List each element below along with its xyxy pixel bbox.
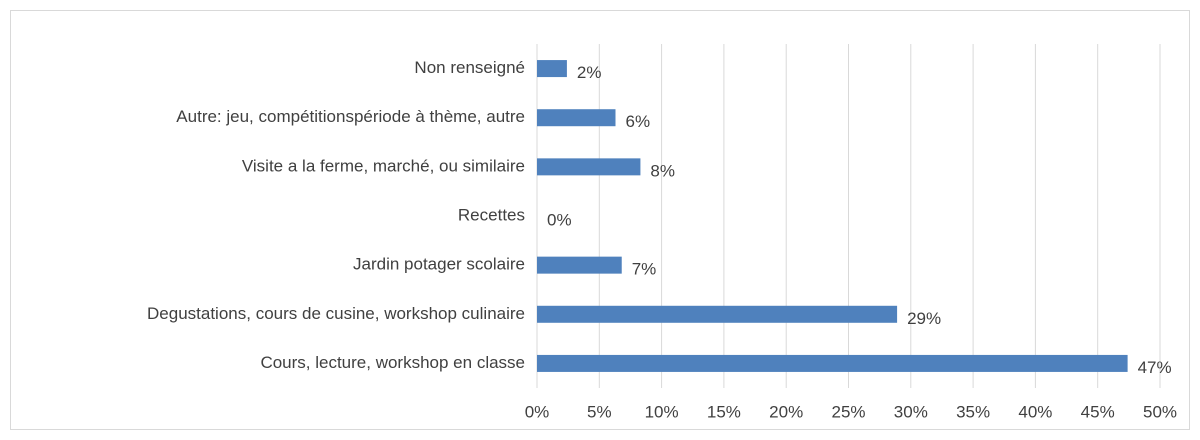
x-tick-label: 20%: [769, 402, 803, 421]
data-label: 8%: [650, 161, 675, 180]
x-tick-label: 5%: [587, 402, 612, 421]
x-tick-label: 50%: [1143, 402, 1177, 421]
y-tick-label: Autre: jeu, compétitionspériode à thème,…: [176, 107, 525, 126]
x-tick-label: 10%: [645, 402, 679, 421]
x-tick-label: 40%: [1018, 402, 1052, 421]
x-tick-label: 45%: [1081, 402, 1115, 421]
y-tick-label: Non renseigné: [414, 58, 525, 77]
y-tick-label: Cours, lecture, workshop en classe: [260, 353, 525, 372]
bar: [537, 158, 641, 176]
bar: [537, 305, 898, 323]
bar: [537, 109, 616, 127]
data-label: 7%: [632, 260, 657, 279]
x-tick-label: 15%: [707, 402, 741, 421]
data-label: 6%: [625, 112, 650, 131]
data-label: 29%: [907, 309, 941, 328]
x-tick-label: 0%: [525, 402, 550, 421]
bar: [537, 60, 567, 78]
x-tick-label: 30%: [894, 402, 928, 421]
y-tick-label: Jardin potager scolaire: [353, 255, 525, 274]
y-tick-label: Visite a la ferme, marché, ou similaire: [242, 156, 525, 175]
data-label: 2%: [577, 63, 602, 82]
bar: [537, 256, 622, 274]
x-tick-label: 35%: [956, 402, 990, 421]
data-label: 47%: [1138, 358, 1172, 377]
y-tick-label: Recettes: [458, 205, 525, 224]
x-tick-label: 25%: [831, 402, 865, 421]
data-label: 0%: [547, 210, 572, 229]
bar: [537, 354, 1128, 372]
y-tick-label: Degustations, cours de cusine, workshop …: [147, 304, 525, 323]
